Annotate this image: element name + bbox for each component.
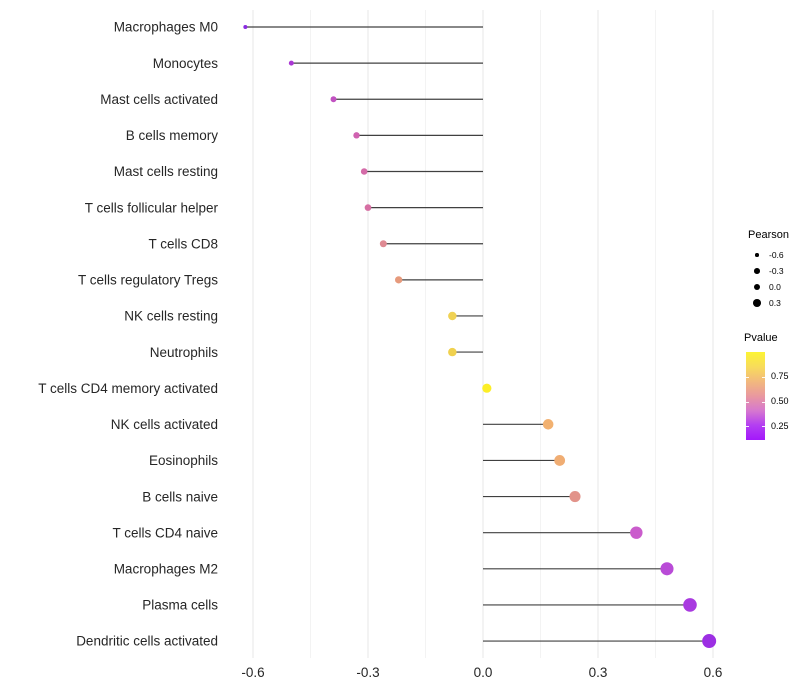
x-axis-tick-label: 0.0 — [474, 665, 493, 680]
x-axis-tick-label: -0.6 — [241, 665, 264, 680]
size-legend-label: -0.6 — [769, 250, 784, 260]
y-axis-label: T cells CD8 — [148, 236, 218, 251]
y-axis-label: Monocytes — [153, 56, 219, 71]
colorbar-tick — [746, 401, 749, 403]
colorbar-tick — [762, 401, 765, 403]
lollipop-point — [569, 491, 581, 503]
y-axis-label: Macrophages M0 — [114, 20, 218, 35]
colorbar-label: 0.50 — [771, 396, 789, 407]
lollipop-point — [554, 455, 566, 466]
y-axis-label: Plasma cells — [142, 598, 218, 613]
lollipop-point — [482, 383, 492, 393]
lollipop-point — [630, 526, 643, 539]
lollipop-point — [683, 598, 697, 612]
y-axis-label: Dendritic cells activated — [76, 634, 218, 649]
size-legend-dot — [755, 253, 759, 257]
lollipop-point — [542, 419, 554, 430]
lollipop-point — [330, 96, 337, 103]
lollipop-point — [353, 132, 360, 139]
y-axis-label: NK cells activated — [111, 417, 218, 432]
y-axis-label: T cells follicular helper — [85, 200, 219, 215]
lollipop-point — [448, 347, 457, 357]
size-legend-dot — [753, 299, 761, 307]
y-axis-label: Neutrophils — [150, 345, 219, 360]
y-axis-label: T cells CD4 memory activated — [38, 381, 218, 396]
lollipop-point — [379, 240, 387, 248]
y-axis-label: Eosinophils — [149, 453, 218, 468]
colorbar-tick — [746, 426, 749, 427]
y-axis-label: NK cells resting — [124, 309, 218, 324]
y-axis-label: Macrophages M2 — [114, 562, 218, 577]
size-legend-title: Pearson — [748, 229, 789, 241]
y-axis-label: Mast cells activated — [100, 92, 218, 107]
colorbar-tick — [762, 376, 765, 378]
size-legend-label: -0.3 — [769, 266, 784, 276]
y-axis-label: T cells regulatory Tregs — [78, 273, 218, 288]
y-axis-label: B cells memory — [126, 128, 219, 143]
size-legend-label: 0.3 — [769, 298, 781, 308]
size-legend-dot — [753, 283, 761, 291]
colorbar-tick — [746, 376, 749, 378]
lollipop-point — [448, 311, 457, 321]
y-axis-label: T cells CD4 naive — [112, 525, 218, 540]
colorbar-label: 0.25 — [771, 420, 789, 431]
lollipop-point — [660, 562, 674, 576]
colorbar-label: 0.75 — [771, 371, 789, 382]
x-axis-tick-label: 0.3 — [589, 665, 608, 680]
size-legend-label: 0.0 — [769, 282, 781, 292]
lollipop-point — [360, 168, 368, 175]
lollipop-point — [288, 60, 294, 66]
y-axis-label: Mast cells resting — [114, 164, 218, 179]
lollipop-point — [395, 276, 403, 284]
x-axis-tick-label: -0.3 — [356, 665, 379, 680]
colorbar-tick — [762, 426, 765, 427]
x-axis-tick-label: 0.6 — [704, 665, 723, 680]
y-axis-label: B cells naive — [142, 489, 218, 504]
color-legend-title: Pvalue — [744, 332, 778, 344]
pvalue-colorbar — [746, 352, 765, 440]
size-legend-dot — [754, 268, 760, 274]
lollipop-point — [364, 204, 372, 211]
lollipop-point — [243, 25, 248, 29]
lollipop-point — [702, 634, 717, 649]
